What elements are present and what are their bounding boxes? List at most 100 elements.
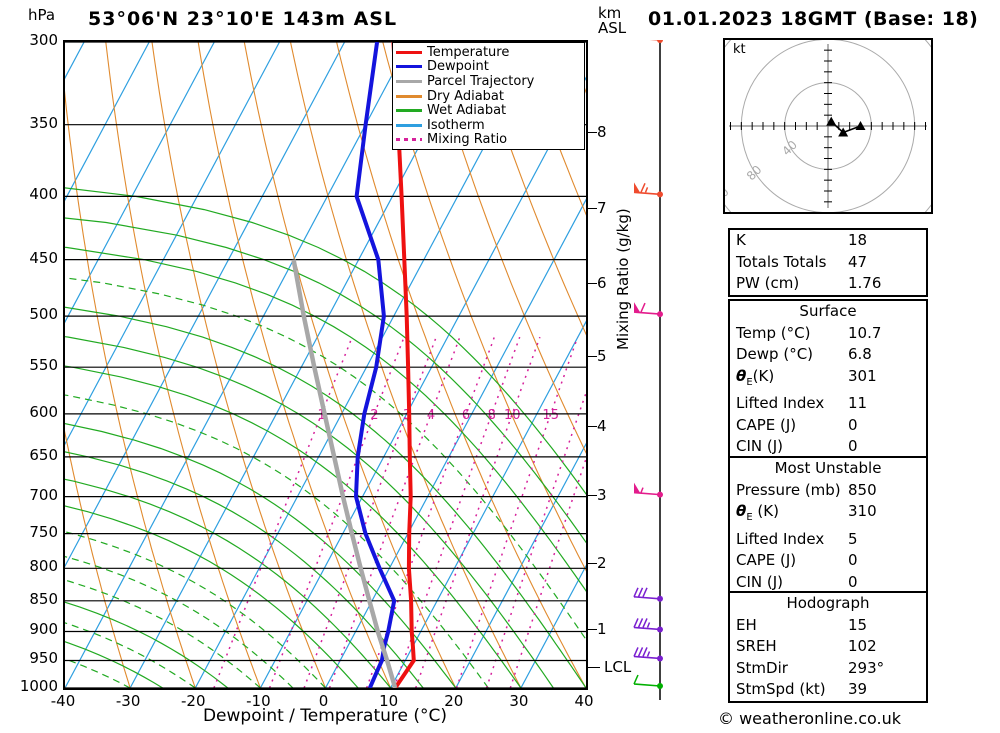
legend-swatch bbox=[396, 109, 422, 113]
legend: Temperature Dewpoint Parcel Trajectory Dry … bbox=[392, 42, 585, 151]
wind-barb bbox=[633, 182, 663, 198]
wet-adiabat-line bbox=[65, 658, 131, 688]
wet-adiabat-line bbox=[65, 556, 294, 688]
hodograph-marker bbox=[826, 116, 837, 126]
table-row-label: Pressure (mb) bbox=[736, 480, 841, 499]
legend-swatch bbox=[396, 65, 422, 69]
pressure-tick-label: 700 bbox=[29, 485, 58, 504]
wet-adiabat-line bbox=[65, 277, 586, 641]
table-row-label: Lifted Index bbox=[736, 529, 825, 548]
legend-item-parcel-trajectory: Parcel Trajectory bbox=[396, 74, 581, 89]
altitude-tick-mark bbox=[588, 355, 597, 357]
table-section-title: Surface bbox=[799, 302, 857, 320]
altitude-tick-label: 5 bbox=[597, 346, 607, 365]
sounding-curve-temperature bbox=[391, 42, 416, 688]
legend-label: Wet Adiabat bbox=[427, 103, 507, 119]
pressure-tick-label: 350 bbox=[29, 113, 58, 132]
table-row-value: 15 bbox=[848, 615, 868, 634]
table-row-value: 11 bbox=[848, 394, 868, 412]
table-row-value: 0 bbox=[848, 437, 858, 455]
mixing-ratio-line bbox=[455, 336, 579, 688]
hodograph-ring-label: 40 bbox=[779, 138, 800, 159]
table-row: StmSpd (kt) 39 bbox=[730, 679, 926, 701]
mixing-ratio-label: 2 bbox=[370, 408, 378, 423]
table-row-value: 310 bbox=[848, 502, 877, 520]
temperature-tick-label: -20 bbox=[181, 692, 206, 710]
isotherm-line bbox=[390, 320, 586, 688]
sounding-curve-parcel-trajectory bbox=[291, 259, 398, 688]
mixing-ratio-line bbox=[414, 336, 541, 688]
legend-item-mixing-ratio: Mixing Ratio bbox=[396, 132, 581, 148]
table-row-value: 1.76 bbox=[848, 274, 882, 292]
mixing-ratio-label: 8 bbox=[488, 408, 496, 423]
table-row: Lifted Index 11 bbox=[730, 393, 926, 415]
temperature-tick-label: -40 bbox=[50, 692, 76, 710]
altitude-unit-asl: ASL bbox=[598, 19, 627, 37]
altitude-tick-label: 1 bbox=[597, 619, 607, 638]
table-row: PW (cm) 1.76 bbox=[730, 273, 926, 295]
wet-adiabat-line bbox=[65, 622, 196, 688]
table-row-value: 10.7 bbox=[848, 323, 882, 342]
altitude-tick-label: 2 bbox=[597, 553, 607, 572]
pressure-tick-label: 400 bbox=[29, 185, 58, 204]
altitude-tick-label: 4 bbox=[597, 417, 607, 436]
legend-swatch bbox=[396, 123, 422, 127]
lcl-label: LCL bbox=[604, 657, 632, 676]
table-row: K 18 bbox=[730, 230, 926, 252]
table-row-value: 39 bbox=[848, 680, 868, 698]
table-row-label: Dewp (°C) bbox=[736, 345, 814, 363]
pressure-tick-label: 800 bbox=[29, 557, 58, 576]
hodograph-unit-label: kt bbox=[733, 42, 746, 57]
dry-adiabat-line bbox=[151, 42, 327, 688]
temperature-tick-label: 40 bbox=[574, 692, 594, 710]
table-row: Pressure (mb) 850 bbox=[730, 480, 926, 502]
dry-adiabat-line bbox=[428, 42, 586, 454]
isotherm-line bbox=[65, 42, 150, 202]
isotherm-line bbox=[65, 42, 411, 688]
table-row: Totals Totals 47 bbox=[730, 252, 926, 274]
table-section-title: Hodograph bbox=[786, 594, 870, 612]
wind-barb bbox=[633, 302, 663, 318]
table-row-value: 6.8 bbox=[848, 345, 872, 363]
table-row-label: EH bbox=[736, 615, 757, 634]
table-row-label: CAPE (J) bbox=[736, 415, 797, 434]
isotherm-line bbox=[65, 42, 215, 324]
table-row: θE (K) 310 bbox=[730, 501, 926, 529]
wet-adiabat-line bbox=[65, 534, 586, 688]
dry-adiabat-line bbox=[474, 42, 586, 336]
legend-swatch bbox=[396, 50, 422, 54]
table-row-label: Lifted Index bbox=[736, 394, 825, 412]
table-row-value: 0 bbox=[848, 415, 858, 434]
altitude-tick-label: 7 bbox=[597, 199, 607, 218]
legend-item-dewpoint: Dewpoint bbox=[396, 59, 581, 75]
altitude-tick-mark bbox=[588, 131, 597, 133]
legend-label: Dewpoint bbox=[427, 59, 489, 75]
table-row: CIN (J) 0 bbox=[730, 436, 926, 458]
hodograph-panel[interactable]: 40 80 120 bbox=[697, 0, 959, 257]
isotherm-line bbox=[65, 42, 85, 80]
altitude-tick-label: 3 bbox=[597, 486, 607, 505]
table-row-value: 301 bbox=[848, 366, 877, 385]
legend-swatch bbox=[396, 94, 422, 98]
table-row-value: 102 bbox=[848, 637, 877, 655]
legend-label: Mixing Ratio bbox=[427, 132, 508, 148]
pressure-tick-label: 900 bbox=[29, 620, 58, 639]
pressure-tick-label: 750 bbox=[29, 522, 58, 541]
altitude-tick-label: 8 bbox=[597, 122, 607, 141]
altitude-tick-mark bbox=[588, 495, 597, 497]
wind-barb bbox=[633, 647, 663, 662]
table-row: CIN (J) 0 bbox=[730, 572, 926, 594]
wind-barb-column bbox=[633, 40, 663, 700]
table-row-label: StmSpd (kt) bbox=[736, 680, 826, 698]
table-row: CAPE (J) 0 bbox=[730, 415, 926, 437]
table-section-title: Most Unstable bbox=[774, 459, 882, 477]
table-row-value: 18 bbox=[848, 231, 868, 249]
pressure-tick-label: 600 bbox=[29, 402, 58, 421]
hodograph-trace bbox=[830, 121, 861, 134]
table-row: EH 15 bbox=[730, 615, 926, 637]
run-time-title: 01.01.2023 18GMT (Base: 18) bbox=[648, 8, 979, 30]
table-row-label: CAPE (J) bbox=[736, 551, 797, 569]
table-row-label: θE (K) bbox=[736, 502, 779, 523]
pressure-unit-label: hPa bbox=[28, 6, 56, 24]
pressure-tick-label: 550 bbox=[29, 356, 58, 375]
